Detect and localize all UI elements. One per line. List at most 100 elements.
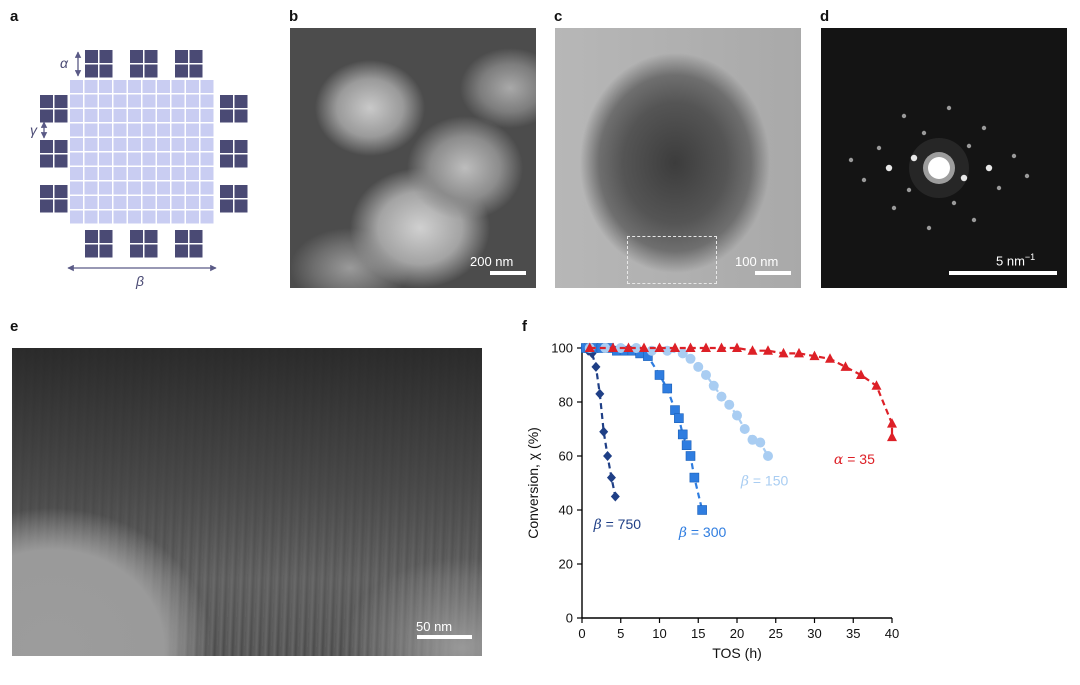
y-tick-label: 20 (559, 557, 573, 572)
core-cell (128, 181, 141, 195)
nanosheet-cell (144, 230, 158, 243)
nanosheet-cell (40, 109, 53, 123)
data-point (654, 342, 665, 352)
nanosheet-cell (234, 109, 248, 123)
core-cell (200, 80, 214, 93)
core-cell (142, 138, 156, 151)
core-cell (200, 181, 214, 195)
data-point (591, 361, 601, 372)
annotation-value: = 300 (687, 524, 727, 540)
series-fit-line (589, 346, 769, 457)
core-cell (186, 123, 199, 137)
data-point (708, 380, 719, 391)
nanosheet-cell (220, 95, 233, 108)
core-cell (186, 210, 199, 224)
nanosheet-cell (54, 95, 68, 108)
diffraction-spot (960, 174, 968, 182)
data-point (685, 451, 696, 461)
data-point (599, 426, 609, 437)
core-cell (171, 123, 185, 137)
core-cell (113, 109, 127, 122)
y-axis-label: Conversion, χ (%) (525, 427, 541, 539)
series-diamond (579, 343, 620, 502)
data-point (732, 342, 742, 352)
nanosheet-cell (99, 244, 113, 258)
x-tick-label: 15 (691, 626, 705, 641)
x-tick-label: 30 (807, 626, 821, 641)
nanosheet-cell (40, 185, 53, 198)
core-cell (84, 138, 98, 151)
core-cell (99, 196, 112, 209)
nanosheet-cell (99, 230, 113, 243)
sem-scale-label: 200 nm (470, 254, 514, 269)
core-cell (70, 210, 83, 224)
crystal-core (70, 80, 214, 224)
watermark-logo: iDO (8, 657, 32, 673)
nanosheet-cell (99, 64, 113, 78)
y-tick-label: 60 (559, 449, 573, 464)
nanosheet-cell (54, 140, 68, 153)
core-cell (99, 181, 112, 195)
central-beam (928, 157, 950, 179)
core-cell (70, 181, 83, 195)
data-point (887, 418, 897, 428)
core-cell (200, 152, 214, 166)
core-cell (200, 109, 214, 122)
panel-label-a: a (10, 8, 19, 25)
data-point (778, 347, 789, 358)
core-cell (84, 196, 98, 209)
annotation-value: = 150 (749, 473, 789, 489)
watermark: iDO 大数跨境 (8, 652, 110, 678)
core-cell (113, 196, 127, 209)
core-cell (99, 167, 112, 180)
nanosheet-cell (220, 185, 233, 198)
diffraction-scale-exponent: −1 (1024, 252, 1036, 262)
core-cell (171, 152, 185, 166)
core-cell (200, 123, 214, 137)
data-point (662, 383, 673, 394)
alpha-label: α (60, 55, 69, 71)
nanosheet-cell (85, 230, 98, 243)
series-circle (584, 343, 773, 461)
core-cell (70, 167, 83, 180)
data-point (674, 413, 684, 423)
core-cell (84, 210, 98, 224)
sem-image: 200 nm (290, 28, 536, 288)
core-cell (113, 80, 127, 93)
diffraction-spot (910, 154, 918, 162)
nanosheet-cell (85, 64, 98, 78)
tem-highlight-box (627, 236, 717, 284)
core-cell (142, 123, 156, 137)
data-point (608, 342, 618, 352)
data-point (716, 391, 727, 402)
hrtem-image: 50 nm (12, 348, 482, 656)
data-point (871, 380, 882, 390)
core-cell (200, 210, 214, 224)
core-cell (99, 210, 112, 224)
data-point (763, 345, 773, 355)
core-cell (84, 80, 98, 93)
core-cell (157, 181, 170, 195)
nanosheet-blocks (40, 50, 248, 258)
core-cell (142, 80, 156, 93)
y-tick-label: 0 (566, 611, 573, 626)
nanosheet-cell (54, 185, 68, 198)
diffraction-spot (971, 217, 977, 223)
core-cell (70, 94, 83, 108)
nanosheet-cell (175, 50, 188, 63)
diffraction-spot (876, 145, 882, 151)
data-point (887, 431, 897, 442)
nanosheet-cell (54, 109, 68, 123)
diffraction-spot (921, 130, 927, 136)
nanosheet-cell (234, 95, 248, 108)
panel-label-c: c (554, 8, 563, 25)
diffraction-spot (901, 113, 907, 119)
diffraction-spot (906, 187, 912, 193)
core-cell (171, 210, 185, 224)
core-cell (171, 138, 185, 151)
data-point (701, 342, 711, 352)
core-cell (142, 181, 156, 195)
data-point (732, 410, 742, 421)
core-cell (99, 109, 112, 122)
core-cell (113, 210, 127, 224)
